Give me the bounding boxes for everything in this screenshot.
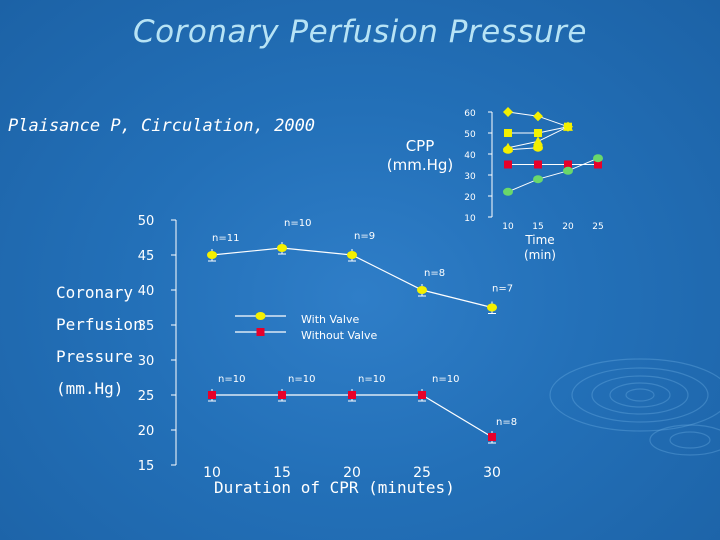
inset-y-tick-label: 30 [464,172,476,182]
main-y-axis-label-line: Pressure [56,347,134,366]
main-point-without-valve [208,391,216,399]
main-y-tick-label: 40 [138,284,155,299]
inset-x-axis-label: Time (min) [512,233,568,263]
main-point-without-valve [488,433,496,441]
main-y-tick-label: 50 [138,214,155,229]
main-point-with-valve [417,286,427,294]
main-y-tick-label: 15 [138,459,155,474]
inset-y-axis-label: CPP (mm.Hg) [383,137,457,175]
inset-point-square [534,160,542,169]
inset-point-diamond [533,111,543,122]
inset-x-tick-label: 25 [592,222,603,232]
legend-label-without-valve: Without Valve [301,329,378,342]
main-n-label: n=10 [218,374,245,385]
inset-y-tick-label: 40 [464,151,476,161]
main-n-label: n=7 [492,284,513,295]
inset-y-tick-label: 60 [464,109,476,119]
main-y-axis-label-line: (mm.Hg) [56,379,124,398]
legend-label-with-valve: With Valve [301,313,360,326]
inset-point-diamond [503,107,513,117]
main-point-without-valve [418,391,426,399]
main-y-tick-label: 45 [138,249,155,264]
inset-y-tick-label: 10 [464,214,476,224]
inset-x-axis-label-line: Time [525,233,555,247]
inset-point-square [534,129,542,137]
inset-y-axis-label-line: CPP [405,137,435,155]
main-y-tick-label: 20 [138,424,155,439]
inset-point-circle [533,143,543,152]
inset-y-axis-label-line: (mm.Hg) [386,156,454,174]
inset-point-circle [503,187,513,196]
main-point-without-valve [278,391,286,399]
main-n-label: n=8 [424,268,445,279]
main-point-without-valve [348,391,356,399]
main-x-tick-label: 10 [203,465,221,481]
main-n-label: n=9 [354,231,375,242]
inset-point-circle [503,145,513,154]
inset-point-circle [593,154,603,163]
main-point-with-valve [487,303,497,312]
inset-series-line [507,147,539,151]
main-x-tick-label: 20 [343,465,361,481]
main-x-tick-label: 25 [413,465,431,481]
main-n-label: n=10 [358,374,385,385]
inset-x-tick-label: 20 [562,222,574,232]
inset-x-axis-label-line: (min) [524,248,556,262]
main-n-label: n=11 [212,233,239,244]
main-y-tick-label: 25 [138,389,155,404]
inset-series-line [507,157,599,193]
main-n-label: n=10 [288,374,315,385]
main-n-label: n=10 [284,218,311,229]
inset-point-square [504,129,512,137]
main-y-axis-label-line: Perfusion [56,315,143,334]
main-y-tick-label: 30 [138,354,155,369]
citation: Plaisance P, Circulation, 2000 [8,116,316,136]
main-x-tick-label: 15 [273,465,291,481]
main-n-label: n=10 [432,374,459,385]
inset-point-triangle [533,136,543,146]
inset-point-square [564,160,572,169]
main-y-axis-label-line: Coronary [56,283,134,302]
inset-point-square [594,160,602,169]
main-point-with-valve [347,251,357,259]
slide-title: Coronary Perfusion Pressure [133,14,587,50]
legend-swatch-without-valve [256,328,265,336]
legend-swatch-with-valve [255,312,266,320]
inset-x-tick-label: 10 [502,222,514,232]
inset-y-tick-label: 20 [464,193,476,203]
inset-y-tick-label: 50 [464,130,476,140]
main-y-tick-label: 35 [138,319,155,334]
main-n-label: n=8 [496,417,517,428]
main-x-tick-label: 30 [483,465,501,481]
main-point-with-valve [207,251,217,259]
inset-point-triangle [563,121,573,131]
inset-point-circle [533,175,543,184]
inset-x-tick-label: 15 [532,222,543,232]
main-point-with-valve [277,244,287,252]
inset-point-square [504,160,512,169]
inset-point-circle [563,166,573,175]
main-x-axis-label: Duration of CPR (minutes) [214,478,455,497]
